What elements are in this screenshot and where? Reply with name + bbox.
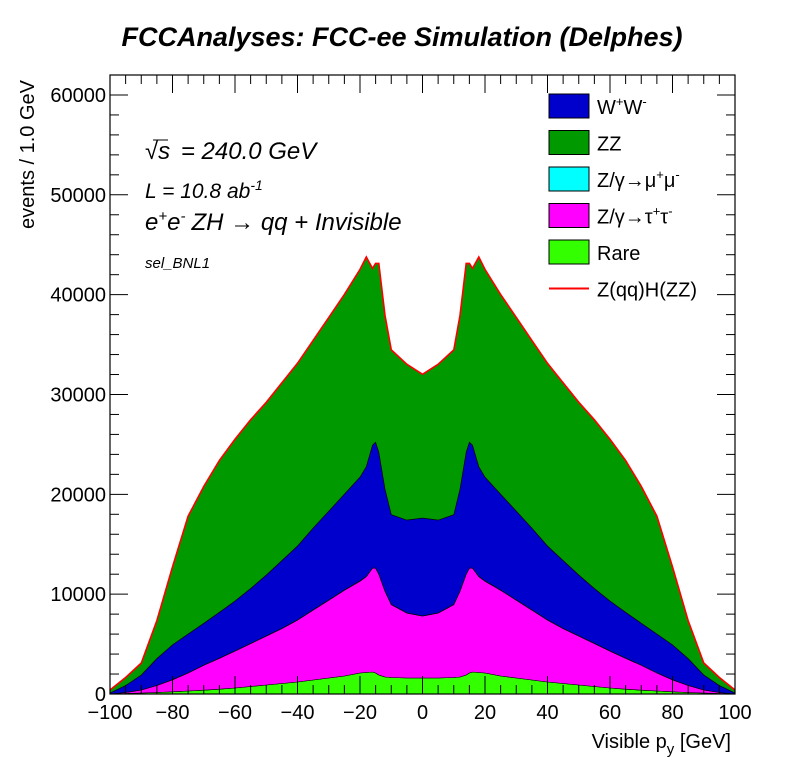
process-eplus-sup: +	[158, 208, 167, 225]
legend: W+W- ZZ Z/γ→μ+μ- Z/γ→τ+τ- Rare Z(qq)H(ZZ)	[548, 93, 697, 302]
signal-line	[109, 255, 736, 691]
lumi-exponent: -1	[250, 177, 262, 193]
sqrt-symbol: √	[145, 138, 159, 165]
legend-swatch	[548, 239, 590, 265]
process-e2: e	[167, 209, 180, 236]
legend-entry: Z/γ→τ+τ-	[548, 203, 673, 229]
legend-entry: W+W-	[548, 93, 647, 119]
legend-swatch	[548, 93, 590, 119]
legend-swatch	[548, 203, 590, 228]
y-tick-label: 30000	[50, 384, 106, 406]
legend-entry: Z(qq)H(ZZ)	[549, 280, 697, 302]
sqrt-s-value: = 240.0 GeV	[181, 138, 318, 165]
y-axis: 0 10000 20000 30000 40000 50000 60000	[50, 74, 735, 706]
sqrt-s-annotation: √s = 240.0 GeV	[145, 138, 318, 165]
x-tick-label: 80	[661, 702, 683, 724]
lumi-annotation: L = 10.8 ab-1	[145, 177, 263, 203]
process-e: e	[145, 209, 158, 236]
legend-entry: ZZ	[548, 130, 621, 156]
x-tick-label: −20	[343, 702, 377, 724]
annotations: √s = 240.0 GeV L = 10.8 ab-1 e+e- ZH → qq…	[145, 138, 402, 272]
x-tick-label: 40	[536, 702, 558, 724]
y-tick-label: 60000	[50, 85, 106, 107]
x-tick-label: −40	[281, 702, 315, 724]
x-tick-label: −60	[218, 702, 252, 724]
y-tick-label: 40000	[50, 285, 106, 307]
x-axis: −100 −80 −60 −40 −20 0 20 40 60 80 100	[87, 75, 752, 724]
process-eminus-sup: -	[180, 208, 185, 225]
legend-label: Z/γ→τ+τ-	[597, 204, 673, 229]
legend-label: Z/γ→μ+μ-	[597, 167, 680, 192]
plot-area	[109, 255, 736, 695]
legend-swatch	[548, 130, 590, 155]
legend-label: Z(qq)H(ZZ)	[597, 280, 697, 302]
x-tick-label: 100	[718, 702, 751, 724]
legend-entry: Rare	[548, 239, 640, 265]
legend-entry: Z/γ→μ+μ-	[548, 166, 680, 192]
legend-label: W+W-	[597, 94, 647, 119]
x-tick-label: −80	[156, 702, 190, 724]
y-tick-label: 10000	[50, 584, 106, 606]
y-tick-label: 20000	[50, 484, 106, 506]
chart-title: FCCAnalyses: FCC-ee Simulation (Delphes)	[121, 22, 682, 52]
legend-swatch	[548, 166, 590, 192]
y-tick-label: 50000	[50, 185, 106, 207]
process-text: ZH → qq + Invisible	[190, 209, 401, 236]
selection-annotation: sel_BNL1	[145, 255, 210, 272]
y-tick-label: 0	[95, 684, 106, 706]
x-tick-label: 60	[599, 702, 621, 724]
x-axis-label: Visible py [GeV]	[592, 731, 731, 758]
legend-label: Rare	[597, 243, 640, 265]
x-tick-label: −100	[87, 702, 132, 724]
y-axis-label: events / 1.0 GeV	[17, 79, 39, 229]
legend-label: ZZ	[597, 134, 621, 156]
sqrt-s-variable: s	[158, 138, 170, 165]
lumi-value: L = 10.8 ab	[145, 180, 251, 203]
process-annotation: e+e- ZH → qq + Invisible	[145, 208, 402, 236]
x-tick-label: 20	[474, 702, 496, 724]
x-tick-label: 0	[417, 702, 428, 724]
